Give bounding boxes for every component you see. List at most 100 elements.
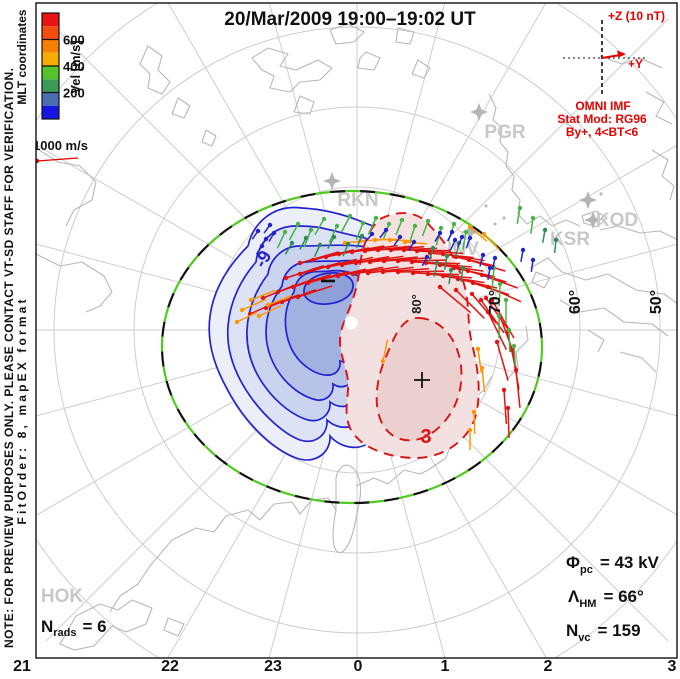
- colorbar-segment: [42, 52, 59, 66]
- velocity-vector-dot: [347, 213, 353, 219]
- velocity-vector-tail: [236, 311, 258, 323]
- velocity-vector-dot: [465, 268, 471, 274]
- svg-text:ΛHM= 66°: ΛHM = 66°: [568, 587, 644, 610]
- velocity-vector-tail: [276, 231, 286, 249]
- velocity-vector-tail: [469, 226, 488, 242]
- colorbar-segment: [42, 92, 59, 106]
- scatter-dot: [493, 222, 497, 226]
- velocity-vector-dot: [369, 231, 375, 237]
- velocity-vector-dot: [483, 295, 489, 301]
- colorbar-axis-label: Vel [m/s]: [68, 40, 83, 93]
- velocity-vector-dot: [360, 220, 366, 226]
- cell-center-markers: [321, 279, 430, 388]
- velocity-vector-dot: [496, 313, 502, 319]
- velocity-vector-dot: [386, 221, 392, 227]
- velocity-vector-tail: [328, 225, 338, 243]
- velocity-vector-dot: [310, 257, 316, 263]
- velocity-vector-dot: [282, 229, 288, 235]
- latitude-label: 50°: [648, 290, 665, 314]
- velocity-vector-dot: [345, 241, 351, 247]
- radar-star-icon: [323, 172, 341, 190]
- velocity-vector-dot: [349, 249, 355, 255]
- radar-star-icon: [579, 191, 597, 209]
- velocity-vector-dot: [323, 254, 329, 260]
- velocity-vector-dot: [530, 215, 536, 221]
- velocity-vector-dot: [409, 259, 415, 265]
- velocity-vector-tail: [515, 369, 521, 408]
- velocity-vector-dot: [275, 289, 281, 295]
- scatter-dot: [599, 192, 603, 196]
- velocity-vector-tail: [428, 247, 434, 262]
- velocity-vector-dot: [453, 254, 459, 260]
- velocity-vector-dot: [494, 339, 500, 345]
- velocity-vector-dot: [255, 228, 261, 234]
- velocity-vector-dot: [497, 281, 503, 287]
- velocity-vector-dot: [412, 223, 418, 229]
- velocity-vector-tail: [442, 253, 485, 262]
- colorbar-tick-label: 600: [63, 33, 85, 48]
- colorbar-tick-label: 200: [63, 86, 85, 101]
- velocity-vector-tail: [292, 273, 332, 288]
- colorbar-segment: [42, 79, 59, 93]
- radar-site-markers: [323, 103, 603, 241]
- velocity-vector-dot: [336, 251, 342, 257]
- imf-dial: +Z (10 nT) +Y OMNI IMF Stat Mod: RG96 By…: [557, 9, 665, 139]
- velocity-vector-dot: [424, 254, 430, 260]
- imf-y-label: +Y: [628, 57, 643, 71]
- velocity-vector-dot: [440, 251, 446, 257]
- velocity-vector-tail: [409, 225, 416, 242]
- latitude-label: 60°: [567, 290, 584, 314]
- velocity-vector-dot: [279, 299, 285, 305]
- velocity-vector-tail: [390, 247, 437, 251]
- reference-vector-dot: [36, 158, 40, 164]
- positive-contour-label: 3: [420, 426, 431, 448]
- velocity-vector-dot: [466, 257, 472, 263]
- coordinates-note: MLT coordinates: [15, 9, 29, 104]
- velocity-vector-dot: [339, 262, 345, 268]
- velocity-vector-dot: [410, 270, 416, 276]
- preview-note: NOTE: FOR PREVIEW PURPOSES ONLY. PLEASE …: [2, 68, 16, 648]
- imf-condition-label: By+, 4<BT<6: [566, 125, 639, 139]
- velocity-vector-tail: [530, 217, 534, 234]
- imf-source-label: OMNI IMF: [575, 99, 630, 113]
- velocity-vector-tail: [367, 266, 414, 274]
- velocity-vector-dot: [387, 237, 393, 243]
- velocity-vector-dot: [517, 205, 523, 211]
- velocity-vector-dot: [402, 239, 408, 245]
- velocity-vector-tail: [507, 407, 510, 439]
- velocity-vector-tail: [412, 272, 459, 276]
- velocity-vector-dot: [453, 287, 459, 293]
- velocity-vector-tail: [377, 246, 424, 251]
- velocity-vector-dot: [317, 242, 323, 248]
- velocity-vector-tail: [481, 367, 486, 392]
- velocity-vector-dot: [470, 280, 476, 286]
- velocity-vector-dot: [380, 358, 386, 364]
- svg-text:Nvc= 159: Nvc = 159: [566, 621, 641, 644]
- velocity-vector-tail: [314, 218, 325, 235]
- velocity-vector-dot: [553, 237, 559, 243]
- velocity-vector-tail: [503, 389, 508, 424]
- velocity-vector-tail: [397, 259, 447, 262]
- velocity-vector-dot: [265, 302, 271, 308]
- velocity-vector-dot: [365, 270, 371, 276]
- velocity-vector-dot: [383, 227, 389, 233]
- mlt-hour-label: 21: [13, 658, 31, 674]
- mlt-meridian: [417, 243, 677, 315]
- velocity-vector-dot: [335, 273, 341, 279]
- velocity-vector-tail: [433, 262, 438, 277]
- velocity-vector-tail: [241, 298, 267, 311]
- velocity-vector-dot: [290, 284, 296, 290]
- velocity-vector-dot: [480, 252, 486, 258]
- velocity-vector-tail: [496, 341, 509, 381]
- plot-title: 20/Mar/2009 19:00–19:02 UT: [224, 9, 476, 30]
- radar-star-icon: [470, 103, 488, 121]
- velocity-vector-tail: [448, 269, 452, 284]
- velocity-vector-tail: [355, 222, 364, 240]
- velocity-vector-dot: [460, 265, 466, 271]
- velocity-vector-dot: [451, 221, 457, 227]
- velocity-vector-tail: [487, 286, 522, 303]
- mlt-axis-labels: 21 22 23 0 1 2 3: [13, 658, 676, 675]
- velocity-vector-dot: [239, 307, 245, 313]
- mlt-meridian: [372, 3, 446, 270]
